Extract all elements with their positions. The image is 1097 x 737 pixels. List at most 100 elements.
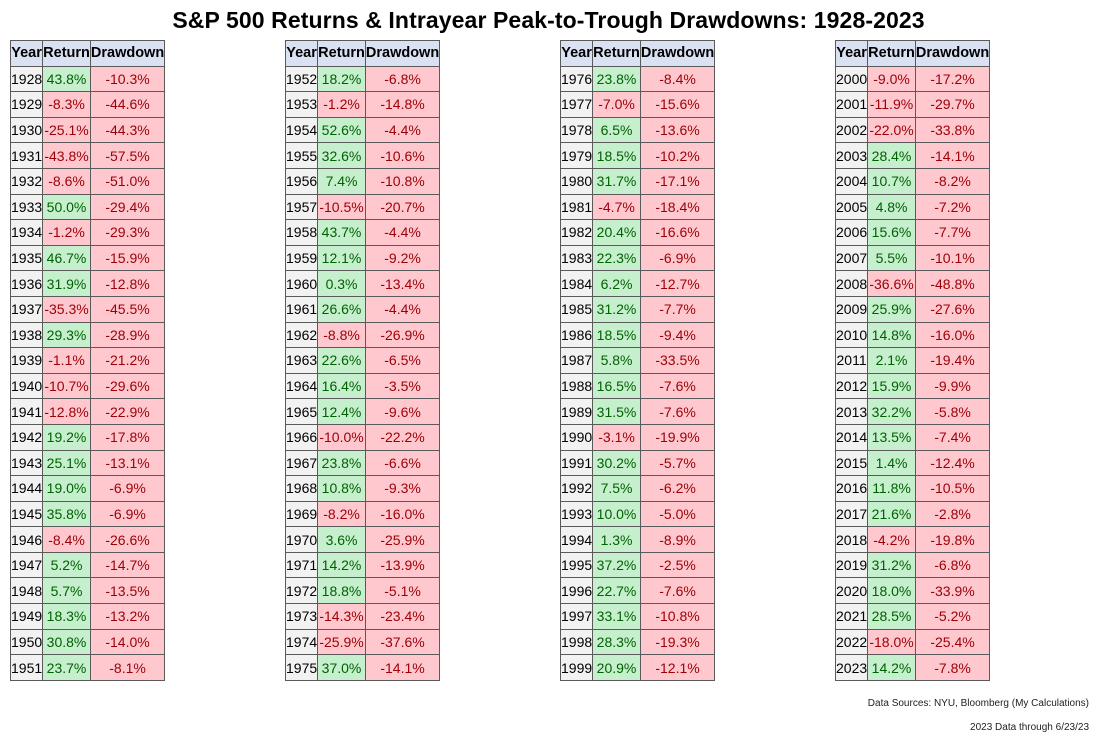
table-row: 1985 31.2% -7.7% [559, 295, 716, 323]
return-cell: -4.2% [867, 526, 916, 553]
return-cell: 6.5% [592, 116, 641, 144]
table-row: 1996 22.7% -7.6% [559, 577, 716, 605]
year-cell: 1974 [284, 628, 319, 656]
return-cell: -1.2% [317, 91, 366, 118]
return-cell: -8.8% [317, 321, 366, 349]
table-row: 1974 -25.9% -37.6% [284, 628, 441, 656]
year-cell: 1998 [559, 628, 594, 656]
year-cell: 2015 [834, 449, 869, 477]
return-header: Return [42, 40, 91, 67]
table-row: 2023 14.2% -7.8% [834, 654, 991, 681]
return-cell: -11.9% [867, 91, 916, 118]
drawdown-cell: -33.8% [914, 116, 991, 144]
drawdown-cell: -9.2% [364, 244, 441, 272]
return-cell: 26.6% [317, 295, 366, 323]
drawdown-cell: -14.1% [364, 654, 441, 681]
return-cell: 16.4% [317, 372, 366, 400]
drawdown-cell: -7.7% [914, 219, 991, 246]
drawdown-cell: -15.6% [639, 91, 716, 118]
return-cell: -8.3% [42, 91, 91, 118]
year-cell: 2000 [834, 65, 869, 93]
table-row: 1940 -10.7% -29.6% [9, 372, 166, 400]
return-cell: 28.3% [592, 628, 641, 656]
drawdown-cell: -12.4% [914, 449, 991, 477]
return-cell: 32.2% [867, 398, 916, 425]
drawdown-cell: -12.7% [639, 270, 716, 297]
drawdown-cell: -37.6% [364, 628, 441, 656]
year-cell: 1956 [284, 167, 319, 195]
drawdown-cell: -2.8% [914, 500, 991, 528]
return-cell: 30.8% [42, 628, 91, 656]
return-cell: 1.4% [867, 449, 916, 477]
drawdown-cell: -10.6% [364, 142, 441, 169]
year-cell: 1933 [9, 193, 44, 221]
return-cell: 50.0% [42, 193, 91, 221]
drawdown-cell: -6.5% [364, 347, 441, 374]
year-header: Year [834, 40, 869, 67]
year-cell: 1991 [559, 449, 594, 477]
year-cell: 1975 [284, 654, 319, 681]
returns-table-3: Year Return Drawdown 1976 23.8% -8.4% 1977 -7.0… [559, 40, 716, 681]
table-row: 1956 7.4% -10.8% [284, 167, 441, 195]
drawdown-cell: -14.1% [914, 142, 991, 169]
return-cell: 29.3% [42, 321, 91, 349]
return-cell: -1.2% [42, 219, 91, 246]
year-cell: 1970 [284, 526, 319, 553]
table-row: 1958 43.7% -4.4% [284, 219, 441, 246]
return-cell: 43.8% [42, 65, 91, 93]
page-title: S&P 500 Returns & Intrayear Peak-to-Trou… [172, 7, 925, 33]
drawdown-cell: -23.4% [364, 603, 441, 630]
year-cell: 1959 [284, 244, 319, 272]
return-cell: -10.7% [42, 372, 91, 400]
return-cell: 7.5% [592, 475, 641, 502]
table-row: 2002 -22.0% -33.8% [834, 116, 991, 144]
return-cell: 0.3% [317, 270, 366, 297]
drawdown-cell: -17.1% [639, 167, 716, 195]
return-cell: -25.9% [317, 628, 366, 656]
year-cell: 1946 [9, 526, 44, 553]
table-row: 2005 4.8% -7.2% [834, 193, 991, 221]
return-cell: -9.0% [867, 65, 916, 93]
drawdown-cell: -6.8% [364, 65, 441, 93]
year-cell: 2021 [834, 603, 869, 630]
return-cell: 18.3% [42, 603, 91, 630]
year-cell: 1947 [9, 551, 44, 579]
table-row: 1983 22.3% -6.9% [559, 244, 716, 272]
drawdown-cell: -5.8% [914, 398, 991, 425]
drawdown-header: Drawdown [89, 40, 166, 67]
return-cell: 7.4% [317, 167, 366, 195]
year-cell: 1992 [559, 475, 594, 502]
year-cell: 1987 [559, 347, 594, 374]
drawdown-cell: -15.9% [89, 244, 166, 272]
year-cell: 1994 [559, 526, 594, 553]
drawdown-cell: -19.8% [914, 526, 991, 553]
return-cell: 5.8% [592, 347, 641, 374]
year-cell: 1937 [9, 295, 44, 323]
year-cell: 1960 [284, 270, 319, 297]
year-cell: 1986 [559, 321, 594, 349]
drawdown-header: Drawdown [364, 40, 441, 67]
year-header: Year [559, 40, 594, 67]
table-row: 1957 -10.5% -20.7% [284, 193, 441, 221]
drawdown-cell: -45.5% [89, 295, 166, 323]
table-row: 1965 12.4% -9.6% [284, 398, 441, 425]
drawdown-cell: -6.9% [639, 244, 716, 272]
year-cell: 2019 [834, 551, 869, 579]
year-cell: 1978 [559, 116, 594, 144]
year-cell: 1938 [9, 321, 44, 349]
year-cell: 2005 [834, 193, 869, 221]
table-row: 1932 -8.6% -51.0% [9, 167, 166, 195]
table-row: 2014 13.5% -7.4% [834, 423, 991, 451]
table-row: 2000 -9.0% -17.2% [834, 65, 991, 93]
return-cell: 15.9% [867, 372, 916, 400]
drawdown-cell: -44.3% [89, 116, 166, 144]
return-cell: 3.6% [317, 526, 366, 553]
drawdown-cell: -4.4% [364, 295, 441, 323]
return-cell: 25.9% [867, 295, 916, 323]
drawdown-cell: -29.3% [89, 219, 166, 246]
drawdown-header: Drawdown [914, 40, 991, 67]
return-cell: 23.8% [592, 65, 641, 93]
year-cell: 1929 [9, 91, 44, 118]
drawdown-cell: -14.0% [89, 628, 166, 656]
year-cell: 1949 [9, 603, 44, 630]
